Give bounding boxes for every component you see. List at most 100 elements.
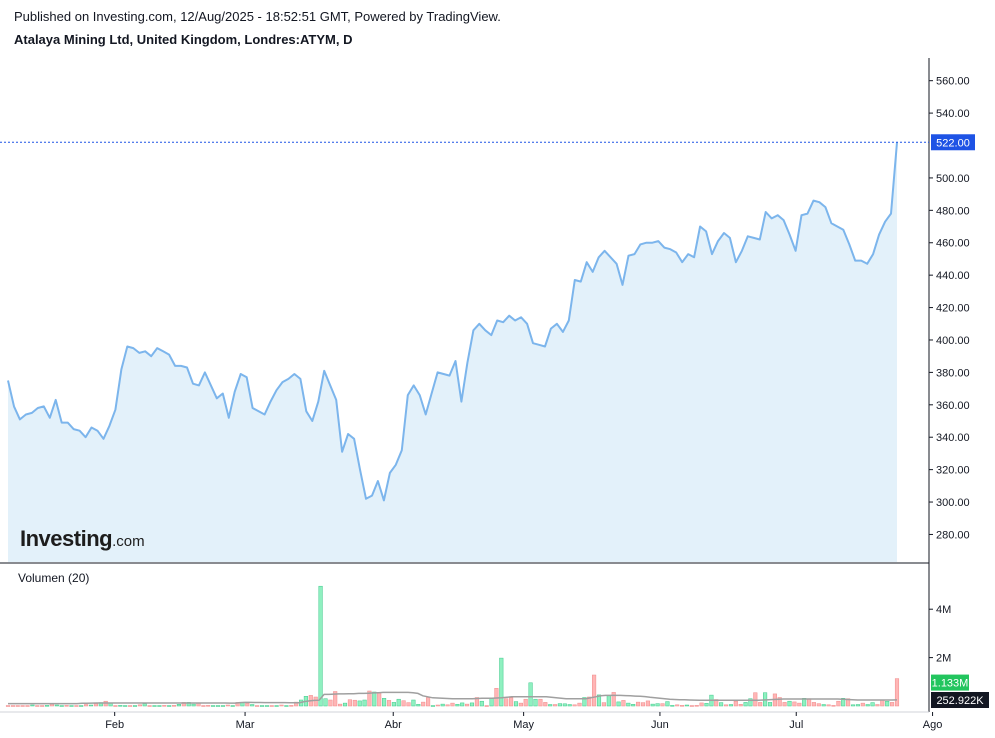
- volume-bar[interactable]: [894, 678, 900, 707]
- volume-bar[interactable]: [113, 705, 118, 707]
- volume-bar[interactable]: [557, 703, 562, 707]
- volume-bar[interactable]: [269, 705, 274, 707]
- volume-bar[interactable]: [128, 705, 133, 707]
- volume-bar[interactable]: [172, 705, 177, 707]
- volume-bar[interactable]: [675, 704, 680, 707]
- volume-bar[interactable]: [377, 692, 382, 707]
- volume-bar[interactable]: [504, 698, 509, 707]
- volume-bar[interactable]: [367, 690, 372, 707]
- volume-bar[interactable]: [59, 705, 64, 707]
- volume-bar[interactable]: [636, 701, 641, 707]
- volume-bar[interactable]: [723, 704, 729, 707]
- volume-bar[interactable]: [88, 704, 94, 707]
- volume-bar[interactable]: [289, 705, 294, 707]
- volume-bar[interactable]: [606, 695, 611, 707]
- volume-bar[interactable]: [694, 705, 699, 707]
- volume-bar[interactable]: [655, 703, 660, 707]
- volume-bar[interactable]: [890, 702, 895, 707]
- volume-bar[interactable]: [347, 699, 352, 707]
- volume-bar[interactable]: [435, 704, 440, 707]
- volume-bar[interactable]: [797, 702, 802, 707]
- volume-bar[interactable]: [426, 697, 431, 707]
- volume-bar[interactable]: [328, 699, 333, 707]
- volume-bar[interactable]: [54, 704, 59, 707]
- volume-bar[interactable]: [274, 705, 279, 707]
- volume-bar[interactable]: [577, 702, 582, 707]
- volume-bar[interactable]: [342, 702, 348, 707]
- price-line[interactable]: [7, 142, 898, 502]
- volume-bar[interactable]: [572, 704, 577, 707]
- volume-bar[interactable]: [79, 705, 84, 707]
- volume-bar[interactable]: [45, 705, 50, 707]
- volume-bar[interactable]: [811, 702, 816, 707]
- volume-bar[interactable]: [406, 702, 411, 707]
- volume-bar[interactable]: [777, 697, 782, 707]
- volume-bar[interactable]: [440, 703, 445, 707]
- volume-bar[interactable]: [860, 702, 865, 707]
- volume-bar[interactable]: [147, 705, 152, 707]
- volume-bar[interactable]: [132, 705, 138, 707]
- volume-bar[interactable]: [123, 705, 128, 707]
- volume-bar[interactable]: [626, 702, 631, 707]
- volume-bar[interactable]: [689, 705, 694, 707]
- volume-bar[interactable]: [855, 704, 860, 707]
- volume-bar[interactable]: [543, 702, 548, 707]
- volume-bar[interactable]: [816, 703, 821, 707]
- volume-bar[interactable]: [631, 704, 636, 707]
- volume-bar[interactable]: [167, 705, 172, 707]
- volume-bar[interactable]: [611, 692, 616, 707]
- volume-bar[interactable]: [279, 704, 284, 707]
- volume-bar[interactable]: [225, 704, 230, 707]
- volume-bar[interactable]: [142, 703, 147, 707]
- volume-bar[interactable]: [74, 705, 79, 707]
- volume-bar[interactable]: [665, 701, 670, 707]
- volume-bar[interactable]: [411, 699, 416, 707]
- volume-bar[interactable]: [430, 705, 435, 707]
- volume-bar[interactable]: [528, 682, 533, 707]
- volume-bar[interactable]: [323, 698, 328, 707]
- volume-bar[interactable]: [880, 699, 885, 707]
- volume-bar[interactable]: [821, 704, 826, 707]
- volume-bar[interactable]: [518, 702, 523, 707]
- volume-bar[interactable]: [753, 692, 758, 707]
- volume-bar[interactable]: [69, 705, 74, 707]
- volume-bar[interactable]: [382, 698, 387, 707]
- volume-bar[interactable]: [93, 703, 98, 707]
- volume-bar[interactable]: [538, 698, 543, 707]
- volume-bar[interactable]: [846, 698, 851, 707]
- volume-bar[interactable]: [650, 703, 655, 707]
- volume-bar[interactable]: [230, 705, 235, 707]
- volume-bar[interactable]: [826, 704, 831, 707]
- volume-bar[interactable]: [782, 702, 787, 707]
- volume-bar[interactable]: [220, 705, 225, 707]
- volume-bar[interactable]: [533, 698, 538, 707]
- volume-bar[interactable]: [758, 702, 763, 707]
- volume-bar[interactable]: [728, 704, 733, 707]
- volume-bar[interactable]: [885, 700, 890, 707]
- volume-bar[interactable]: [670, 705, 675, 707]
- volume-bar[interactable]: [733, 700, 738, 707]
- volume-bar[interactable]: [460, 702, 465, 707]
- volume-bar[interactable]: [255, 705, 260, 707]
- volume-bar[interactable]: [870, 702, 875, 707]
- volume-bar[interactable]: [807, 698, 812, 707]
- volume-bar[interactable]: [416, 704, 421, 707]
- volume-bar[interactable]: [49, 703, 54, 707]
- volume-bar[interactable]: [684, 704, 689, 707]
- volume-bar[interactable]: [509, 697, 514, 707]
- volume-bar[interactable]: [553, 704, 558, 707]
- volume-bar[interactable]: [421, 701, 426, 707]
- volume-bar[interactable]: [391, 702, 396, 707]
- volume-bar[interactable]: [313, 696, 318, 707]
- volume-bar[interactable]: [455, 704, 460, 707]
- volume-bar[interactable]: [479, 700, 484, 707]
- volume-bar[interactable]: [831, 705, 836, 707]
- volume-bar[interactable]: [562, 703, 567, 707]
- volume-bar[interactable]: [84, 704, 89, 707]
- volume-bar[interactable]: [162, 705, 167, 707]
- volume-bar[interactable]: [474, 697, 479, 707]
- volume-bar[interactable]: [850, 704, 856, 707]
- volume-bar[interactable]: [250, 704, 255, 707]
- volume-bar[interactable]: [680, 705, 685, 707]
- volume-bar[interactable]: [211, 705, 216, 707]
